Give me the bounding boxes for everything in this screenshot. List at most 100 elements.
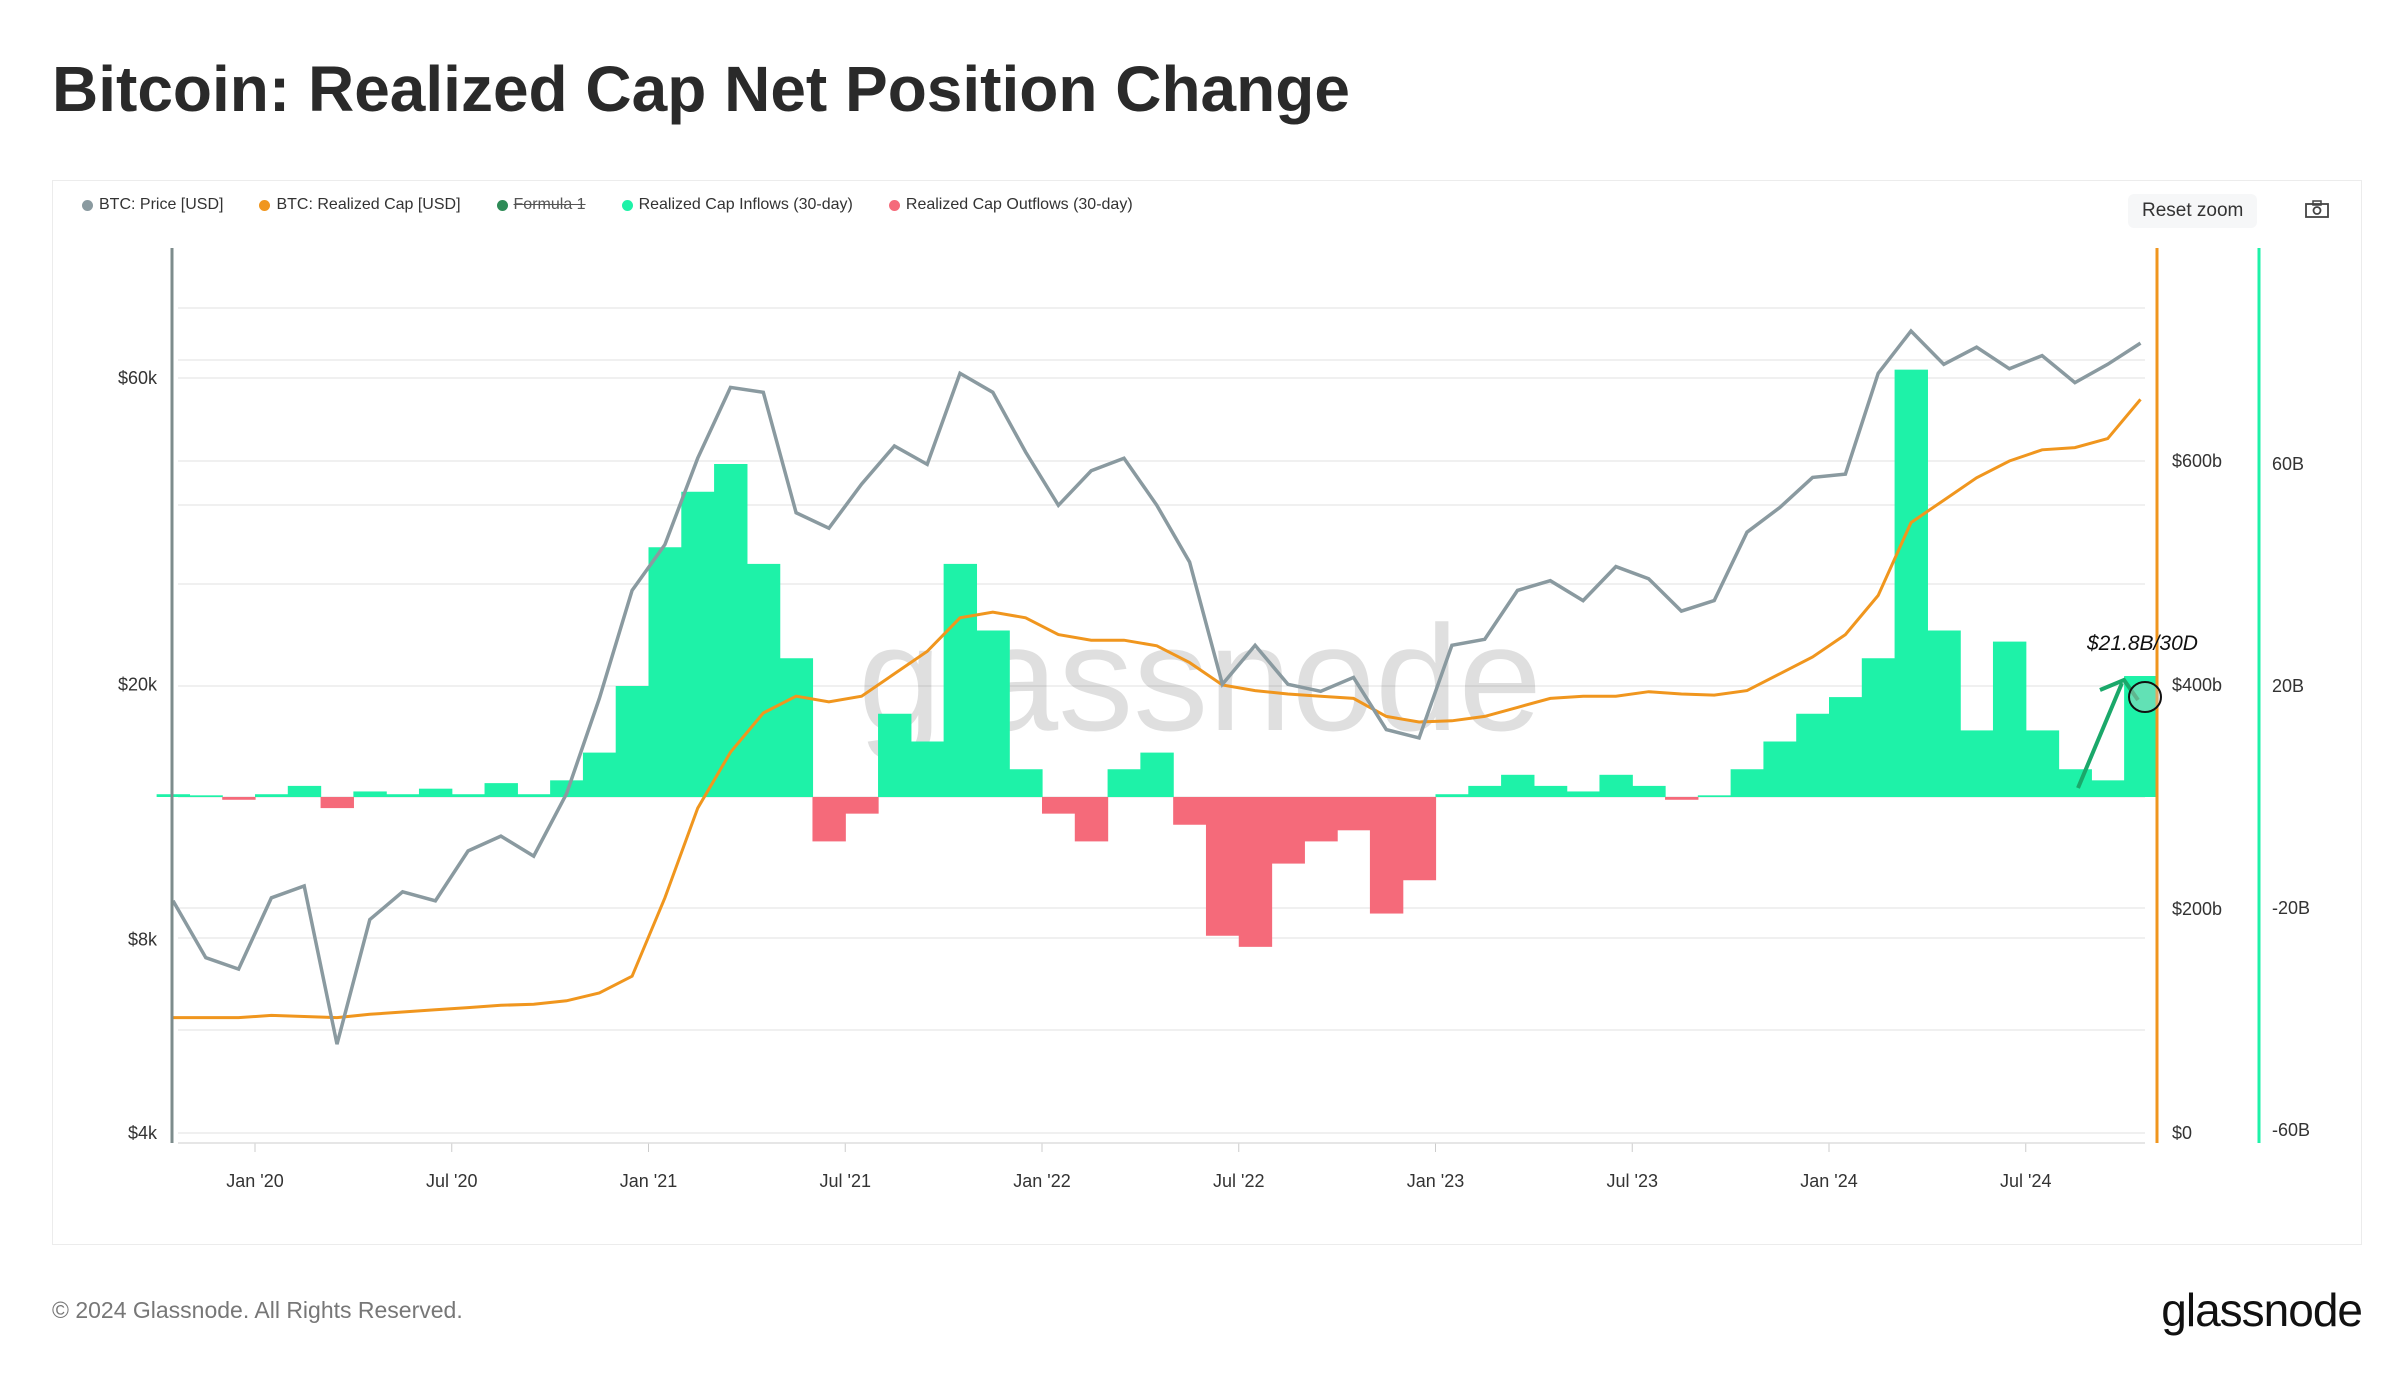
inflow-bar	[451, 794, 486, 797]
inflow-bar	[1927, 630, 1961, 797]
legend-item-inflows[interactable]: Realized Cap Inflows (30-day)	[621, 196, 853, 214]
inflow-bar	[1533, 785, 1568, 797]
inflow-bar	[1894, 369, 1928, 797]
y-right-flow-tick-label: 20B	[2272, 676, 2304, 696]
x-tick-label: Jul '21	[820, 1171, 871, 1191]
flow-bars	[156, 369, 2158, 947]
x-tick-label: Jan '22	[1013, 1171, 1070, 1191]
outflow-bar	[1238, 797, 1273, 947]
y-right-flow-tick-label: 60B	[2272, 454, 2304, 474]
inflow-bar	[189, 795, 223, 797]
y-left-tick-label: $20k	[118, 674, 158, 694]
inflow-bar	[287, 785, 322, 797]
outflow-bar	[812, 797, 846, 842]
inflow-bar	[910, 741, 945, 797]
x-tick-label: Jan '20	[226, 1171, 283, 1191]
inflow-bar	[1992, 641, 2027, 797]
legend: BTC: Price [USD] BTC: Realized Cap [USD]…	[82, 196, 1133, 214]
y-right-cap-tick-label: $0	[2172, 1123, 2192, 1143]
x-tick-label: Jan '24	[1800, 1171, 1857, 1191]
outflow-bar	[1402, 797, 1437, 881]
outflow-bar	[1337, 797, 1371, 831]
outflow-bar	[222, 797, 256, 800]
inflow-bar	[878, 713, 912, 797]
y-left-tick-label: $8k	[128, 930, 158, 950]
inflow-bar	[648, 547, 682, 797]
camera-icon[interactable]	[2305, 200, 2329, 218]
inflow-bar	[615, 686, 650, 797]
inflow-bar	[1861, 658, 1896, 797]
outflow-bar	[1205, 797, 1240, 936]
inflow-bar	[353, 791, 387, 797]
inflow-bar	[1468, 785, 1502, 797]
y-right-cap-tick-label: $400b	[2172, 675, 2222, 695]
inflow-bar	[1697, 795, 1732, 797]
y-right-cap-tick-label: $200b	[2172, 899, 2222, 919]
inflow-bar	[779, 658, 814, 797]
outflow-bar	[845, 797, 879, 814]
inflow-bar	[1009, 769, 1043, 797]
inflow-bar	[582, 752, 617, 797]
inflow-bar	[2025, 730, 2060, 797]
inflow-bar	[1435, 794, 1469, 797]
gridlines	[178, 307, 2145, 1152]
inflow-bar	[1829, 697, 1863, 797]
legend-item-realized-cap[interactable]: BTC: Realized Cap [USD]	[259, 196, 461, 214]
x-tick-label: Jan '23	[1407, 1171, 1464, 1191]
annotation-circle	[2128, 681, 2162, 713]
legend-label: Formula 1	[513, 196, 586, 213]
inflow-bar	[1763, 741, 1797, 797]
series-lines	[171, 328, 2142, 1045]
outflow-bar	[1042, 797, 1076, 814]
inflow-bar	[976, 630, 1010, 797]
inflow-bar	[1632, 785, 1666, 797]
inflow-bar	[681, 491, 715, 797]
inflow-bar	[484, 783, 518, 797]
x-tick-label: Jul '24	[2000, 1171, 2051, 1191]
inflow-bar	[1501, 774, 1535, 797]
x-tick-label: Jul '22	[1213, 1171, 1264, 1191]
inflow-bar	[943, 563, 978, 797]
inflow-bar	[2058, 769, 2092, 797]
annotation: $21.8B/30D	[2076, 632, 2198, 789]
inflow-bar	[1140, 752, 1174, 797]
annotation-label: $21.8B/30D	[2086, 632, 2198, 655]
inflow-bar	[386, 794, 420, 797]
legend-item-price[interactable]: BTC: Price [USD]	[82, 196, 223, 214]
y-left-tick-label: $4k	[128, 1123, 158, 1143]
inflow-bar	[1960, 730, 1994, 797]
annotation-arrowhead	[2099, 677, 2140, 702]
page-title: Bitcoin: Realized Cap Net Position Chang…	[52, 53, 1350, 125]
legend-dot	[496, 199, 508, 211]
inflow-bar	[1796, 713, 1830, 797]
price-line	[171, 328, 2142, 1045]
inflow-bar	[517, 794, 551, 797]
copyright-text: © 2024 Glassnode. All Rights Reserved.	[52, 1297, 463, 1323]
inflow-bar	[1599, 774, 1633, 797]
inflow-bar	[255, 794, 289, 797]
outflow-bar	[1173, 797, 1207, 825]
legend-label: Realized Cap Outflows (30-day)	[905, 196, 1133, 213]
legend-item-outflows[interactable]: Realized Cap Outflows (30-day)	[888, 196, 1133, 214]
outflow-bar	[1665, 797, 1699, 800]
legend-dot	[621, 199, 633, 211]
inflow-bar	[714, 464, 748, 797]
inflow-bar	[1566, 791, 1601, 797]
inflow-bar	[1107, 769, 1141, 797]
legend-dot	[888, 199, 900, 211]
axes: $4k $8k $20k $60k $0 $200b $400b $600b -60B -20B 2…	[118, 248, 2310, 1191]
x-tick-label: Jul '20	[426, 1171, 477, 1191]
y-right-flow-tick-label: -20B	[2272, 898, 2310, 918]
outflow-bar	[1271, 797, 1305, 864]
outflow-bar	[320, 797, 354, 809]
legend-label: BTC: Price [USD]	[99, 196, 224, 213]
outflow-bar	[1304, 797, 1338, 842]
legend-item-formula[interactable]: Formula 1	[496, 196, 586, 214]
y-right-flow-tick-label: -60B	[2272, 1120, 2310, 1140]
reset-zoom-button[interactable]: Reset zoom	[2128, 194, 2258, 228]
inflow-bar	[1730, 769, 1765, 797]
x-tick-label: Jul '23	[1607, 1171, 1658, 1191]
glassnode-logo: glassnode	[2161, 1284, 2363, 1336]
chart-container	[52, 180, 2362, 1245]
